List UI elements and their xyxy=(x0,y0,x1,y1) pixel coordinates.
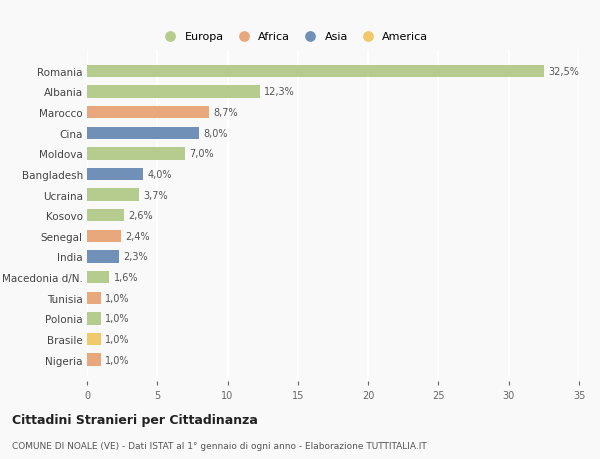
Bar xyxy=(87,86,260,98)
Bar xyxy=(87,210,124,222)
Text: 4,0%: 4,0% xyxy=(148,169,172,179)
Text: COMUNE DI NOALE (VE) - Dati ISTAT al 1° gennaio di ogni anno - Elaborazione TUTT: COMUNE DI NOALE (VE) - Dati ISTAT al 1° … xyxy=(12,441,427,450)
Text: 8,7%: 8,7% xyxy=(214,108,238,118)
Text: 2,4%: 2,4% xyxy=(125,231,149,241)
Bar xyxy=(87,333,101,345)
Text: Cittadini Stranieri per Cittadinanza: Cittadini Stranieri per Cittadinanza xyxy=(12,413,258,426)
Bar xyxy=(87,189,139,202)
Bar xyxy=(87,292,101,304)
Text: 8,0%: 8,0% xyxy=(203,129,228,139)
Bar xyxy=(87,127,199,140)
Text: 1,0%: 1,0% xyxy=(105,293,130,303)
Legend: Europa, Africa, Asia, America: Europa, Africa, Asia, America xyxy=(159,32,428,42)
Bar xyxy=(87,271,109,284)
Bar xyxy=(87,353,101,366)
Text: 7,0%: 7,0% xyxy=(190,149,214,159)
Text: 12,3%: 12,3% xyxy=(264,87,295,97)
Text: 2,6%: 2,6% xyxy=(128,211,152,221)
Text: 1,0%: 1,0% xyxy=(105,334,130,344)
Bar xyxy=(87,251,119,263)
Bar xyxy=(87,148,185,160)
Text: 2,3%: 2,3% xyxy=(124,252,148,262)
Text: 1,6%: 1,6% xyxy=(114,273,138,282)
Bar xyxy=(87,66,544,78)
Text: 1,0%: 1,0% xyxy=(105,355,130,365)
Bar xyxy=(87,230,121,242)
Text: 3,7%: 3,7% xyxy=(143,190,168,200)
Bar xyxy=(87,168,143,181)
Bar xyxy=(87,313,101,325)
Bar xyxy=(87,106,209,119)
Text: 1,0%: 1,0% xyxy=(105,313,130,324)
Text: 32,5%: 32,5% xyxy=(548,67,579,77)
